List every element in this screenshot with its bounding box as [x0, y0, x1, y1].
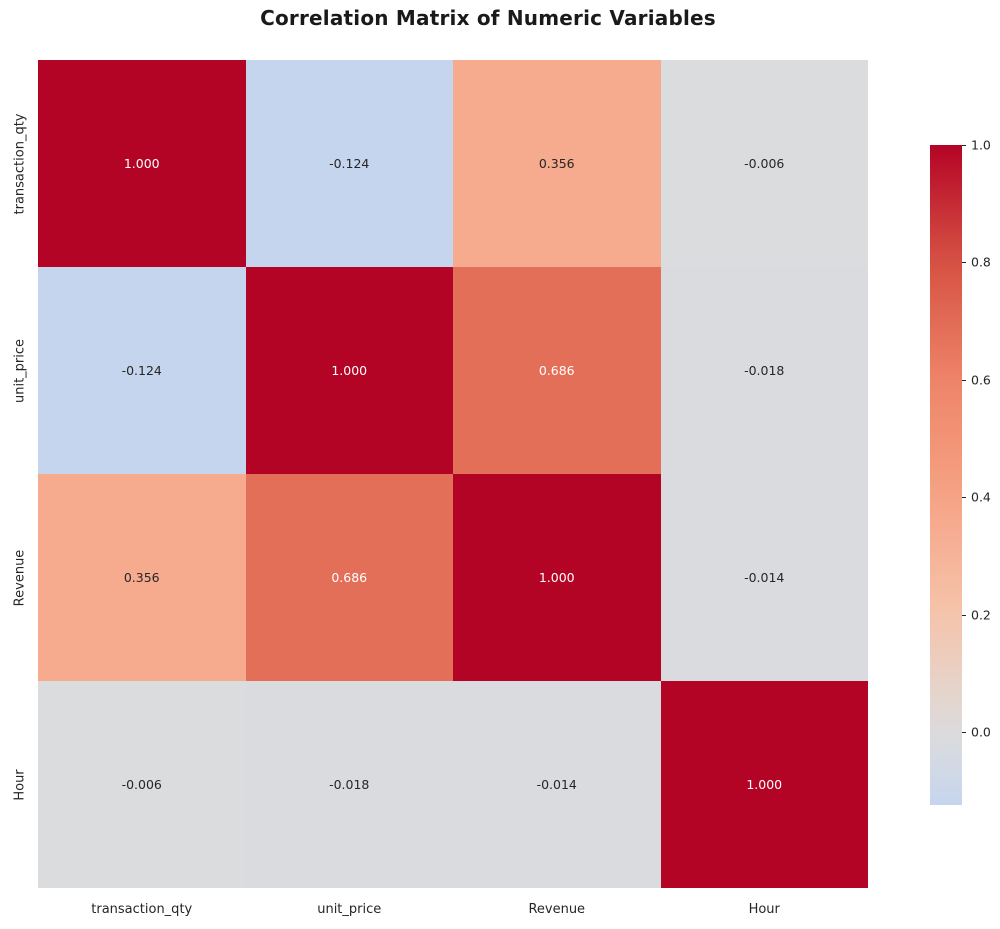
colorbar-tick-label: 0.8 — [971, 254, 991, 270]
heatmap-cell: -0.018 — [660, 267, 868, 474]
heatmap-cell: -0.018 — [245, 681, 453, 888]
y-tick-label-text: Hour — [12, 768, 28, 801]
colorbar-tick-label: 0.6 — [971, 372, 991, 388]
chart-title: Correlation Matrix of Numeric Variables — [260, 6, 716, 30]
x-tick-label: Hour — [748, 902, 780, 917]
heatmap-grid: 1.000 -0.124 0.356 -0.006 -0.124 1.000 0.686 -0… — [38, 60, 868, 888]
colorbar-tick-label: 1.0 — [971, 137, 991, 153]
x-tick-label: transaction_qty — [91, 902, 193, 917]
colorbar-tick-mark — [962, 145, 966, 146]
y-tick-label-text: transaction_qty — [12, 113, 28, 214]
colorbar — [930, 145, 962, 805]
heatmap-cell: 1.000 — [660, 681, 868, 888]
y-tick-label-text: unit_price — [12, 338, 28, 403]
colorbar-tick-mark — [962, 732, 966, 734]
colorbar-tick-label: 0.2 — [971, 607, 991, 623]
heatmap-cell: -0.124 — [245, 60, 453, 267]
heatmap-cell: -0.014 — [660, 474, 868, 681]
heatmap-cell: -0.124 — [38, 267, 246, 474]
colorbar-tick-mark — [962, 262, 966, 264]
x-tick-label: Revenue — [528, 902, 586, 917]
colorbar-tick-mark — [962, 614, 966, 616]
heatmap-cell: 0.686 — [453, 267, 661, 474]
heatmap-cell: -0.006 — [660, 60, 868, 267]
heatmap-cell: 0.356 — [453, 60, 661, 267]
heatmap-cell: 1.000 — [245, 267, 453, 474]
heatmap-cell: 1.000 — [453, 474, 661, 681]
heatmap-cell: 1.000 — [38, 60, 246, 267]
y-tick-label-text: Revenue — [12, 549, 28, 606]
colorbar-tick-mark — [962, 379, 966, 381]
colorbar-tick-mark — [962, 497, 966, 499]
heatmap-cell: 0.356 — [38, 474, 246, 681]
heatmap-cell: -0.014 — [453, 681, 661, 888]
colorbar-tick-label: 0.4 — [971, 489, 991, 505]
colorbar-tick-label: 0.0 — [971, 724, 991, 740]
x-tick-label: unit_price — [317, 902, 382, 917]
heatmap-cell: 0.686 — [245, 474, 453, 681]
heatmap-cell: -0.006 — [38, 681, 246, 888]
